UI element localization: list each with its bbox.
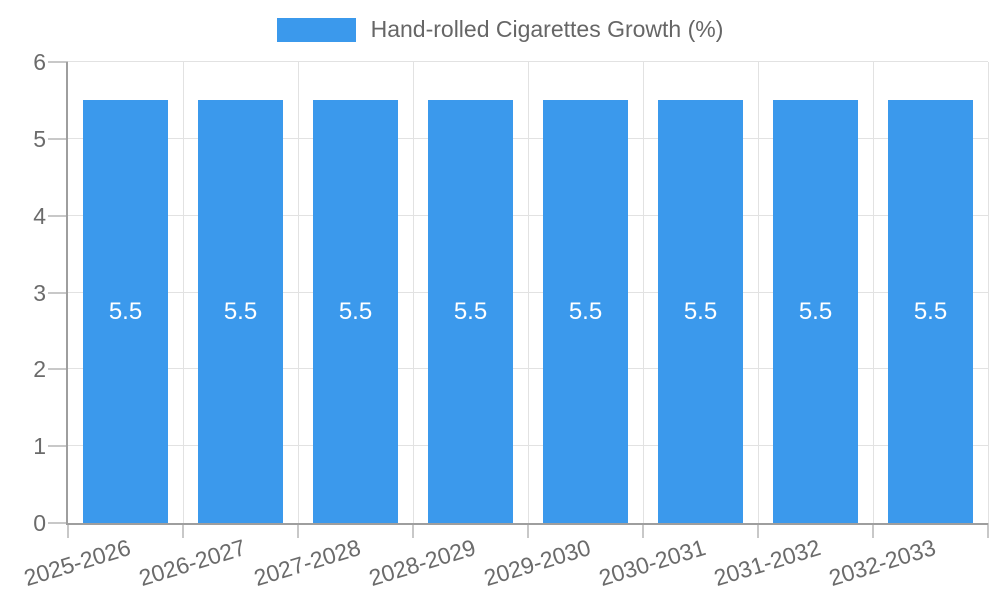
v-gridline <box>413 62 414 523</box>
x-tick <box>872 523 874 538</box>
v-gridline <box>183 62 184 523</box>
y-axis-label: 4 <box>33 203 46 229</box>
bar[interactable] <box>888 100 973 523</box>
y-axis-label: 0 <box>33 510 46 536</box>
v-gridline <box>873 62 874 523</box>
x-tick <box>642 523 644 538</box>
y-tick <box>48 138 68 140</box>
bar[interactable] <box>543 100 628 523</box>
y-tick <box>48 522 68 524</box>
x-tick <box>297 523 299 538</box>
v-gridline <box>758 62 759 523</box>
x-axis-line <box>66 523 988 525</box>
legend-item[interactable]: Hand-rolled Cigarettes Growth (%) <box>0 16 1000 43</box>
bar[interactable] <box>198 100 283 523</box>
x-tick <box>987 523 989 538</box>
y-tick <box>48 292 68 294</box>
y-axis-label: 2 <box>33 356 46 382</box>
y-axis-line <box>66 62 68 525</box>
legend-swatch <box>276 17 356 42</box>
bar[interactable] <box>428 100 513 523</box>
y-tick <box>48 445 68 447</box>
x-axis-label: 2026-2027 <box>135 534 249 592</box>
bar[interactable] <box>313 100 398 523</box>
x-axis-label: 2028-2029 <box>365 534 479 592</box>
y-tick <box>48 61 68 63</box>
y-axis-label: 1 <box>33 433 46 459</box>
x-tick <box>182 523 184 538</box>
x-axis-label: 2029-2030 <box>480 534 594 592</box>
v-gridline <box>988 62 989 523</box>
x-tick <box>527 523 529 538</box>
x-tick <box>757 523 759 538</box>
y-axis-label: 5 <box>33 126 46 152</box>
x-tick <box>412 523 414 538</box>
v-gridline <box>643 62 644 523</box>
y-axis-label: 3 <box>33 280 46 306</box>
x-axis-label: 2031-2032 <box>710 534 824 592</box>
v-gridline <box>298 62 299 523</box>
y-axis-label: 6 <box>33 49 46 75</box>
y-tick <box>48 368 68 370</box>
legend-label: Hand-rolled Cigarettes Growth (%) <box>370 16 724 42</box>
x-tick <box>67 523 69 538</box>
h-gridline <box>68 61 988 62</box>
v-gridline <box>528 62 529 523</box>
x-axis-label: 2027-2028 <box>250 534 364 592</box>
x-axis-label: 2025-2026 <box>20 534 134 592</box>
x-axis-label: 2030-2031 <box>595 534 709 592</box>
y-tick <box>48 215 68 217</box>
bar[interactable] <box>658 100 743 523</box>
bar[interactable] <box>773 100 858 523</box>
x-axis-label: 2032-2033 <box>825 534 939 592</box>
bar[interactable] <box>83 100 168 523</box>
